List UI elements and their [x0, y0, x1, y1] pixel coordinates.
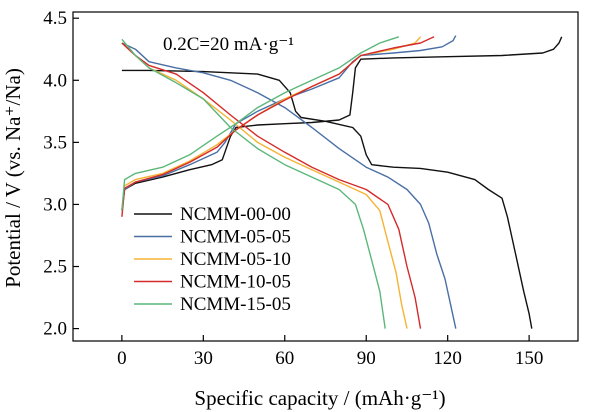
legend-label: NCMM-05-10: [180, 249, 291, 270]
y-axis-label: Potential / V (vs. Na⁺/Na): [1, 68, 25, 288]
legend-label: NCMM-00-00: [180, 204, 291, 225]
x-tick-label: 60: [275, 348, 294, 369]
series-line-discharge: [121, 42, 422, 329]
x-tick-label: 120: [433, 348, 462, 369]
x-tick-label: 30: [194, 348, 213, 369]
annotation-text: 0.2C=20 mA·g⁻¹: [163, 34, 294, 55]
lines-layer: [121, 35, 563, 329]
x-tick-label: 90: [357, 348, 376, 369]
y-tick-label: 2.0: [43, 319, 67, 340]
x-tick-label: 150: [515, 348, 544, 369]
y-tick-label: 2.5: [43, 257, 67, 278]
series-line-discharge: [121, 42, 408, 329]
series-line-discharge: [121, 38, 386, 329]
y-tick-label: 3.5: [43, 132, 67, 153]
legend-label: NCMM-10-05: [180, 272, 291, 293]
series-line-discharge: [121, 69, 533, 329]
y-tick-label: 4.5: [43, 8, 67, 29]
x-axis-label: Specific capacity / (mAh·g⁻¹): [194, 386, 445, 410]
series-line-discharge: [121, 42, 457, 329]
legend-label: NCMM-05-05: [180, 227, 291, 248]
series-line-charge: [121, 36, 400, 211]
legend-label: NCMM-15-05: [180, 294, 291, 315]
plot-frame: [72, 11, 579, 342]
y-tick-label: 3.0: [43, 194, 67, 215]
ticks-layer: 0 30 60 90 120 150 2.0 2.5 3.0 3.5 4.0 4.5: [43, 8, 543, 369]
series-line-charge: [121, 36, 435, 217]
x-tick-label: 0: [117, 348, 127, 369]
legend: NCMM-00-00NCMM-05-05NCMM-05-10NCMM-10-05…: [134, 204, 291, 315]
series-line-charge: [121, 36, 563, 211]
y-tick-label: 4.0: [43, 70, 67, 91]
